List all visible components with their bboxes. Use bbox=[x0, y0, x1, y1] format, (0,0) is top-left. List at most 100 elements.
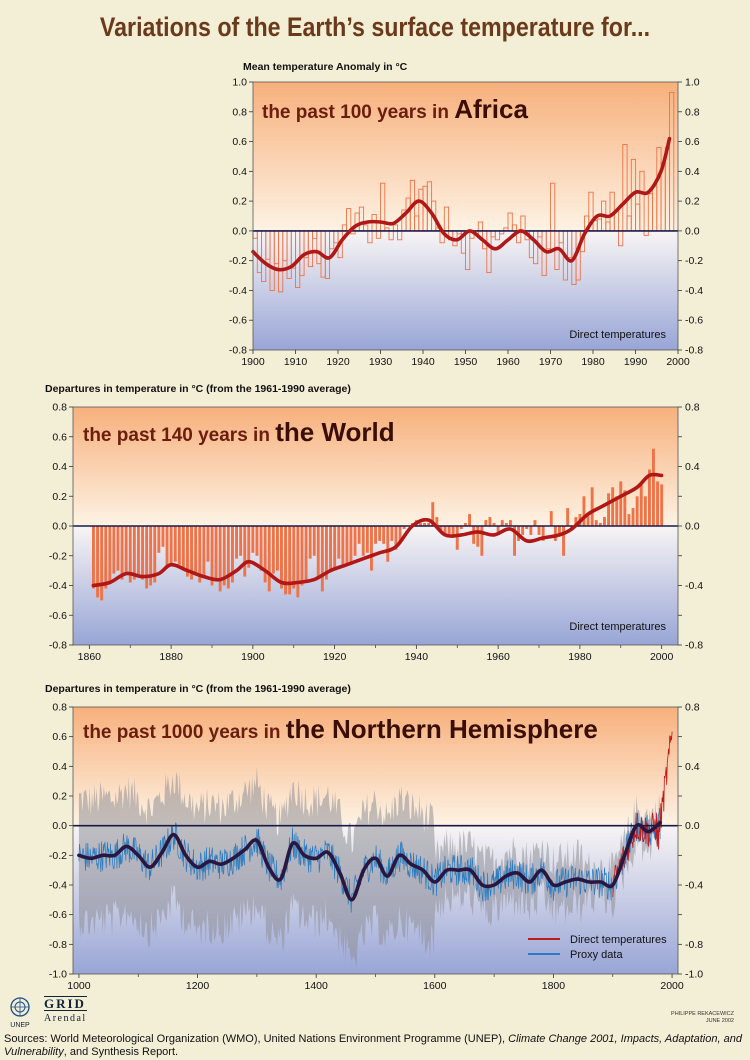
world-bar bbox=[259, 526, 263, 571]
world-bar bbox=[529, 526, 533, 535]
world-bar bbox=[316, 526, 320, 577]
world-bar bbox=[480, 526, 484, 556]
world-bar bbox=[210, 526, 214, 586]
world-bar bbox=[631, 508, 635, 526]
world-note: Direct temperatures bbox=[569, 621, 666, 633]
world-bar bbox=[492, 523, 496, 526]
northern-hemisphere-xtick-label: 1600 bbox=[423, 980, 447, 992]
world-bar bbox=[161, 526, 165, 547]
africa-ytick-label-right: 0.4 bbox=[685, 166, 700, 178]
world-bar bbox=[190, 526, 193, 580]
world-bar bbox=[419, 523, 422, 526]
northern-hemisphere-ytick-label-right: -0.8 bbox=[685, 939, 703, 951]
world-bar bbox=[496, 526, 500, 532]
world-bar bbox=[607, 493, 610, 526]
world-bar bbox=[586, 514, 590, 526]
world-bar bbox=[137, 526, 140, 577]
world-bar bbox=[194, 526, 198, 574]
world-bar bbox=[562, 526, 565, 556]
northern-hemisphere-uncertainty-band bbox=[78, 766, 661, 968]
africa-ytick-label-left: 0.0 bbox=[232, 225, 247, 237]
northern-hemisphere-ytick-label-left: 0.0 bbox=[52, 820, 67, 832]
world-bar bbox=[177, 526, 181, 565]
world-ytick-label-left: -0.8 bbox=[49, 640, 67, 652]
unep-label: UNEP bbox=[10, 1022, 30, 1029]
world-bar bbox=[374, 526, 377, 544]
northern-hemisphere-chart: Departures in temperature in °C (from th… bbox=[45, 683, 703, 992]
world-bar bbox=[128, 526, 132, 583]
africa-xtick-label: 1940 bbox=[411, 356, 435, 368]
world-bar bbox=[447, 526, 451, 535]
world-bar bbox=[558, 526, 561, 535]
world-subtitle: the past 140 years in the World bbox=[83, 417, 395, 447]
world-bar bbox=[521, 526, 525, 535]
world-subtitle-lead: the past 140 years in bbox=[83, 425, 275, 446]
world-bar bbox=[349, 526, 353, 565]
world-bar bbox=[145, 526, 149, 589]
africa-ytick-label-left: -0.4 bbox=[229, 285, 247, 297]
northern-hemisphere-xtick-label: 2000 bbox=[660, 980, 684, 992]
africa-xtick-label: 1960 bbox=[496, 356, 520, 368]
africa-ytick-label-left: 1.0 bbox=[232, 77, 247, 89]
world-bar bbox=[308, 526, 312, 559]
africa-ytick-label-right: 0.0 bbox=[685, 225, 700, 237]
world-bar bbox=[451, 526, 455, 538]
author-credit: PHILIPPE REKACEWICZ JUNE 2002 bbox=[671, 1011, 734, 1025]
world-bar bbox=[382, 526, 386, 544]
world-bar bbox=[533, 520, 537, 526]
world-bar bbox=[472, 526, 476, 544]
world-bar bbox=[378, 526, 382, 541]
world-bar bbox=[120, 526, 124, 580]
world-bar bbox=[394, 526, 398, 550]
northern-hemisphere-ytick-label-left: -1.0 bbox=[49, 969, 67, 981]
world-bar bbox=[464, 523, 467, 526]
world-bar bbox=[141, 526, 144, 580]
northern-hemisphere-ytick-label-right: -1.0 bbox=[685, 969, 703, 981]
world-bar bbox=[292, 526, 296, 589]
africa-ytick-label-right: -0.2 bbox=[685, 255, 703, 267]
world-xtick-label: 1980 bbox=[568, 651, 592, 663]
world-bar bbox=[361, 526, 365, 556]
world-bar bbox=[284, 526, 287, 595]
africa-ytick-label-left: -0.8 bbox=[229, 345, 247, 357]
world-bar bbox=[304, 526, 308, 583]
northern-hemisphere-ytick-label-left: 0.6 bbox=[52, 731, 67, 743]
africa-xtick-label: 1980 bbox=[581, 356, 605, 368]
world-bar bbox=[574, 517, 578, 526]
world-ytick-label-left: 0.6 bbox=[52, 431, 67, 443]
world-ytick-label-left: 0.4 bbox=[52, 461, 67, 473]
northern-hemisphere-ytick-label-right: 0.4 bbox=[685, 761, 700, 773]
world-bar bbox=[218, 526, 222, 592]
africa-note: Direct temperatures bbox=[569, 329, 666, 341]
world-bar bbox=[235, 526, 238, 559]
world-bar bbox=[541, 526, 545, 541]
northern-hemisphere-legend-label: Direct temperatures bbox=[570, 934, 667, 946]
africa-chart: Mean temperature Anomaly in °C the past 1… bbox=[229, 61, 703, 368]
world-bar bbox=[157, 526, 161, 553]
world-bar bbox=[431, 502, 435, 526]
sources-suffix: , and Synthesis Report. bbox=[63, 1045, 179, 1058]
world-bar bbox=[165, 526, 169, 568]
world-bar bbox=[337, 526, 341, 559]
world-bar bbox=[149, 526, 153, 586]
sources-italic: Climate Change 2001, Impacts, Adaptation… bbox=[4, 1033, 742, 1058]
world-bar bbox=[525, 526, 529, 529]
world-bar bbox=[365, 526, 369, 553]
africa-subtitle-emph: Africa bbox=[454, 94, 528, 124]
world-bar bbox=[357, 526, 361, 544]
northern-hemisphere-ytick-label-left: -0.6 bbox=[49, 909, 67, 921]
unep-logo-icon: UNEP bbox=[10, 997, 30, 1029]
world-ytick-label-right: -0.4 bbox=[685, 580, 703, 592]
world-bar bbox=[296, 526, 300, 598]
world-bar bbox=[333, 526, 337, 568]
africa-trend-line bbox=[251, 136, 672, 272]
world-bar bbox=[537, 526, 541, 535]
africa-ytick-label-right: 0.6 bbox=[685, 136, 700, 148]
world-bar bbox=[312, 526, 316, 556]
world-bar bbox=[423, 523, 426, 526]
world-bar bbox=[582, 496, 586, 526]
africa-xtick-label: 1990 bbox=[624, 356, 648, 368]
world-bar bbox=[594, 520, 598, 526]
world-xtick-label: 1860 bbox=[78, 651, 102, 663]
africa-ytick-label-left: 0.2 bbox=[232, 196, 247, 208]
